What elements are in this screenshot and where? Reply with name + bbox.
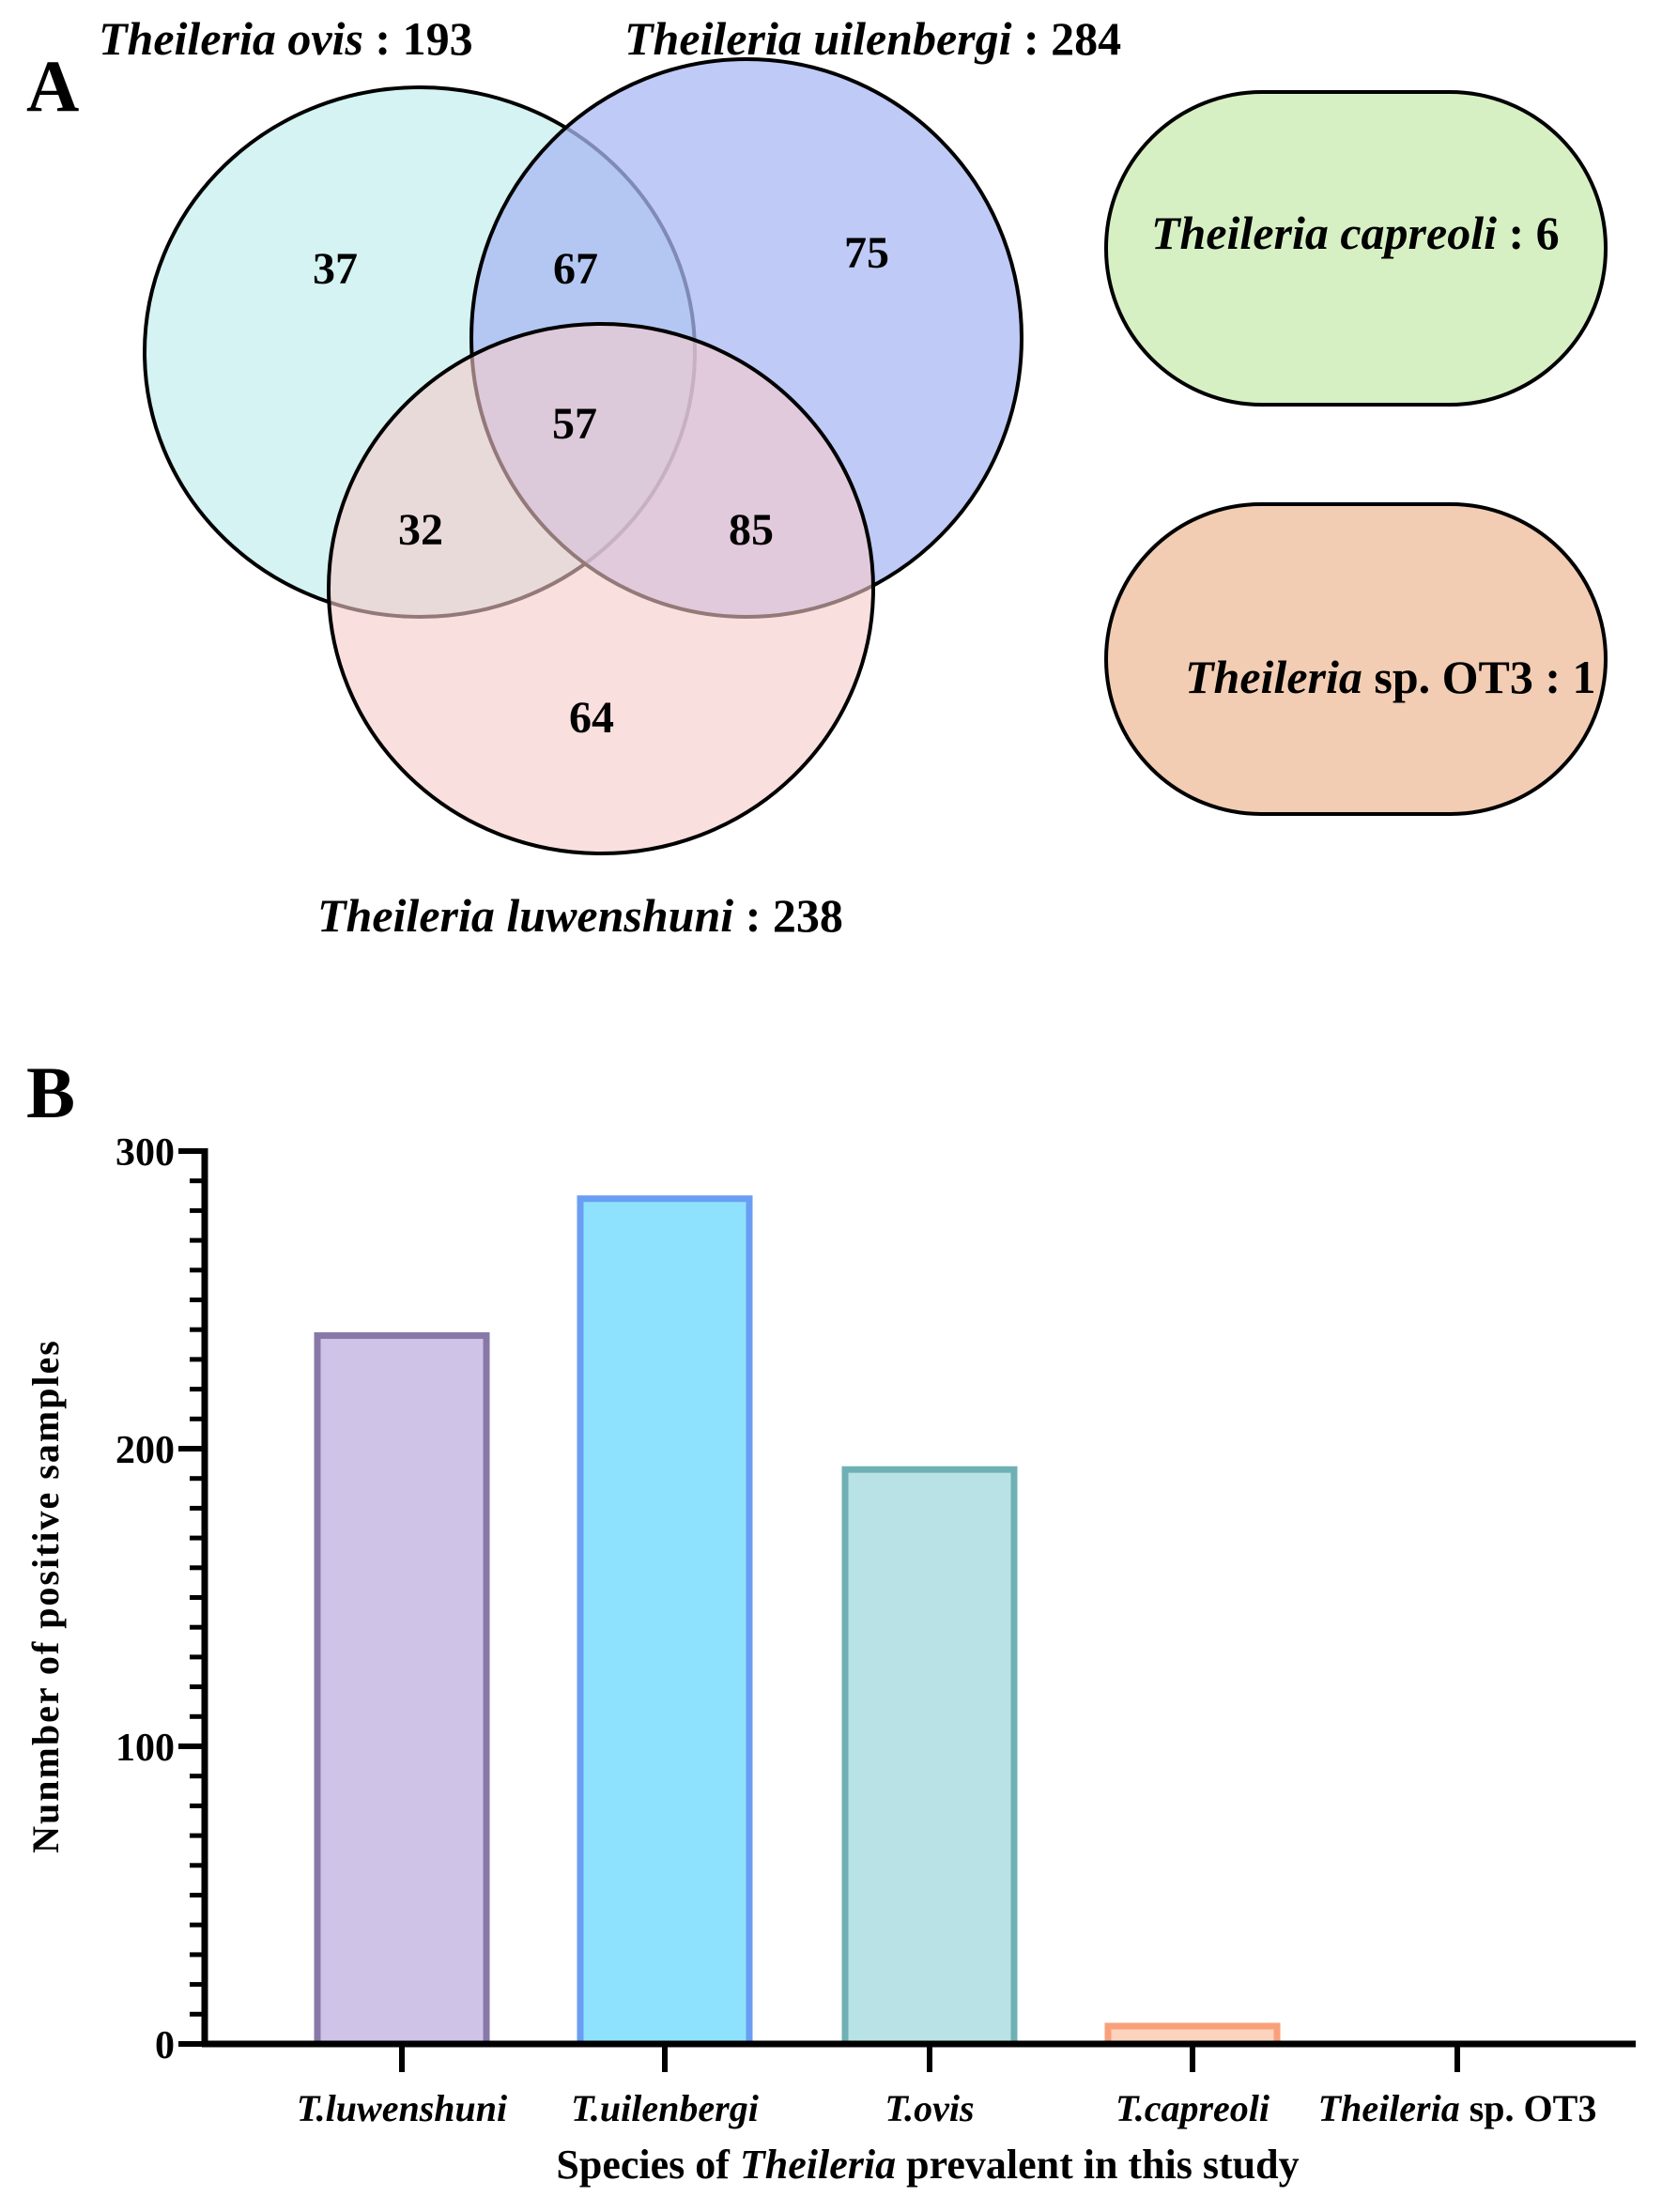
set-label-ovis: Theileria ovis : 193: [99, 12, 473, 65]
x-tick-label: T.ovis: [885, 2087, 974, 2129]
set-label-uilenbergi: Theileria uilenbergi : 284: [624, 12, 1121, 65]
bar-t-ovis: [841, 1466, 1018, 2048]
region-ovis-only: 37: [313, 244, 358, 294]
x-axis-label: Species of Theileria prevalent in this s…: [556, 2142, 1299, 2188]
set-label-luwenshuni: Theileria luwenshuni : 238: [317, 889, 843, 942]
x-tick-label: T.capreoli: [1116, 2087, 1270, 2129]
bar-t-luwenshuni: [314, 1332, 490, 2048]
y-tick-label: 100: [115, 1727, 175, 1770]
y-axis-label: Nunmber of positive samples: [24, 1339, 67, 1853]
capreoli-box: [1104, 90, 1608, 407]
venn-set-luwenshuni: [327, 322, 875, 855]
region-ovis-uilenbergi: 67: [553, 244, 598, 294]
x-tick-label: Theileria sp. OT3: [1318, 2087, 1597, 2129]
x-tick-label: T.uilenbergi: [571, 2087, 759, 2129]
axes: [178, 1148, 1636, 2072]
bar-t-uilenbergi: [577, 1195, 753, 2048]
y-tick-label: 300: [115, 1131, 175, 1175]
region-uilenbergi-only: 75: [844, 228, 889, 278]
venn-diagram: [143, 57, 1023, 855]
bar-series: [314, 1195, 1281, 2048]
panel-a-label: A: [26, 45, 79, 127]
y-tick-label: 200: [115, 1429, 175, 1472]
panel-b-label: B: [26, 1052, 75, 1133]
ot3-box: [1104, 502, 1608, 816]
tick-labels: T.luwenshuni T.uilenbergi T.ovis T.capreoli…: [115, 1131, 1596, 2129]
ot3-label: Theileria sp. OT3 : 1: [1185, 651, 1596, 703]
region-uilenbergi-luwenshuni: 85: [729, 505, 774, 555]
region-luwenshuni-only: 64: [569, 693, 614, 743]
y-tick-label: 0: [155, 2024, 175, 2067]
region-all-three: 57: [552, 399, 597, 449]
x-tick-label: T.luwenshuni: [297, 2087, 507, 2129]
region-ovis-luwenshuni: 32: [398, 505, 443, 555]
capreoli-label: Theileria capreoli : 6: [1151, 207, 1560, 259]
